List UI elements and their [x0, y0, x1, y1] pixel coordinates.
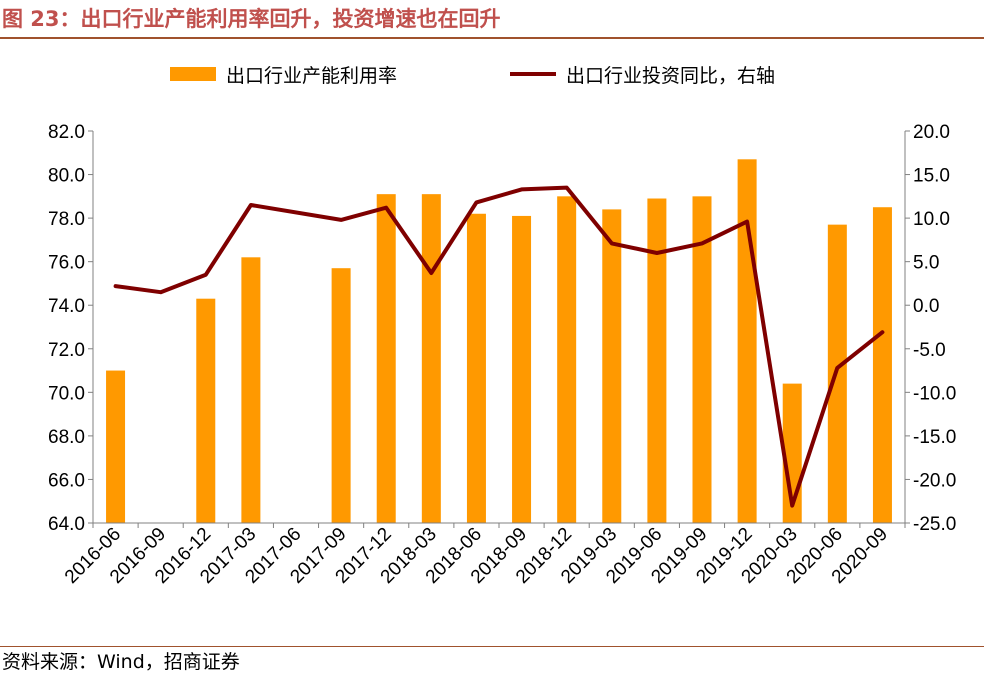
bar	[331, 268, 351, 523]
legend-swatch-bar	[170, 67, 216, 81]
y-right-tick-label: -25.0	[913, 514, 956, 535]
legend-label-line: 出口行业投资同比，右轴	[566, 65, 775, 87]
y-right-tick-label: 10.0	[913, 209, 950, 230]
bar	[376, 194, 396, 523]
y-left-tick-label: 70.0	[48, 383, 85, 404]
bar	[737, 159, 757, 524]
footer-divider	[0, 646, 984, 647]
y-left-tick-label: 72.0	[48, 340, 85, 361]
title-divider	[0, 37, 984, 39]
y-right-tick-label: -20.0	[913, 470, 956, 491]
y-right-tick-label: 0.0	[913, 296, 939, 317]
bar	[647, 198, 667, 523]
y-left-tick-label: 74.0	[48, 296, 85, 317]
y-left-tick-label: 64.0	[48, 514, 85, 535]
bar	[872, 207, 892, 523]
bar	[512, 215, 532, 523]
chart-legend: 出口行业产能利用率 出口行业投资同比，右轴	[170, 65, 775, 87]
figure-title: 图 23：出口行业产能利用率回升，投资增速也在回升	[2, 7, 501, 31]
y-left-tick-label: 76.0	[48, 253, 85, 274]
y-left-tick-label: 82.0	[48, 122, 85, 143]
bar	[196, 298, 216, 523]
legend-label-bar: 出口行业产能利用率	[226, 65, 397, 87]
bar	[241, 257, 261, 523]
bar	[692, 196, 712, 524]
y-right-tick-label: 15.0	[913, 166, 950, 187]
series-line	[113, 185, 885, 508]
y-right-tick-label: -5.0	[913, 340, 946, 361]
bar	[106, 370, 126, 523]
y-left-tick-label: 68.0	[48, 427, 85, 448]
bar	[602, 209, 622, 523]
combo-chart: 出口行业产能利用率 出口行业投资同比，右轴 64.0 66.0 68.0 70.0 72…	[48, 65, 956, 588]
y-left-tick-label: 78.0	[48, 209, 85, 230]
y-right-tick-label: -10.0	[913, 383, 956, 404]
plot-area: 64.0 66.0 68.0 70.0 72.0 74.0 76.0 78.0 80.0 82.0…	[48, 122, 956, 588]
y-right-tick-label: 20.0	[913, 122, 950, 143]
bar	[466, 213, 486, 523]
y-right-tick-label: 5.0	[913, 253, 939, 274]
y-left-tick-label: 80.0	[48, 166, 85, 187]
y-left-tick-label: 66.0	[48, 470, 85, 491]
bar	[557, 196, 577, 524]
source-note: 资料来源：Wind，招商证券	[2, 651, 240, 673]
bar	[421, 194, 441, 523]
y-right-tick-label: -15.0	[913, 427, 956, 448]
